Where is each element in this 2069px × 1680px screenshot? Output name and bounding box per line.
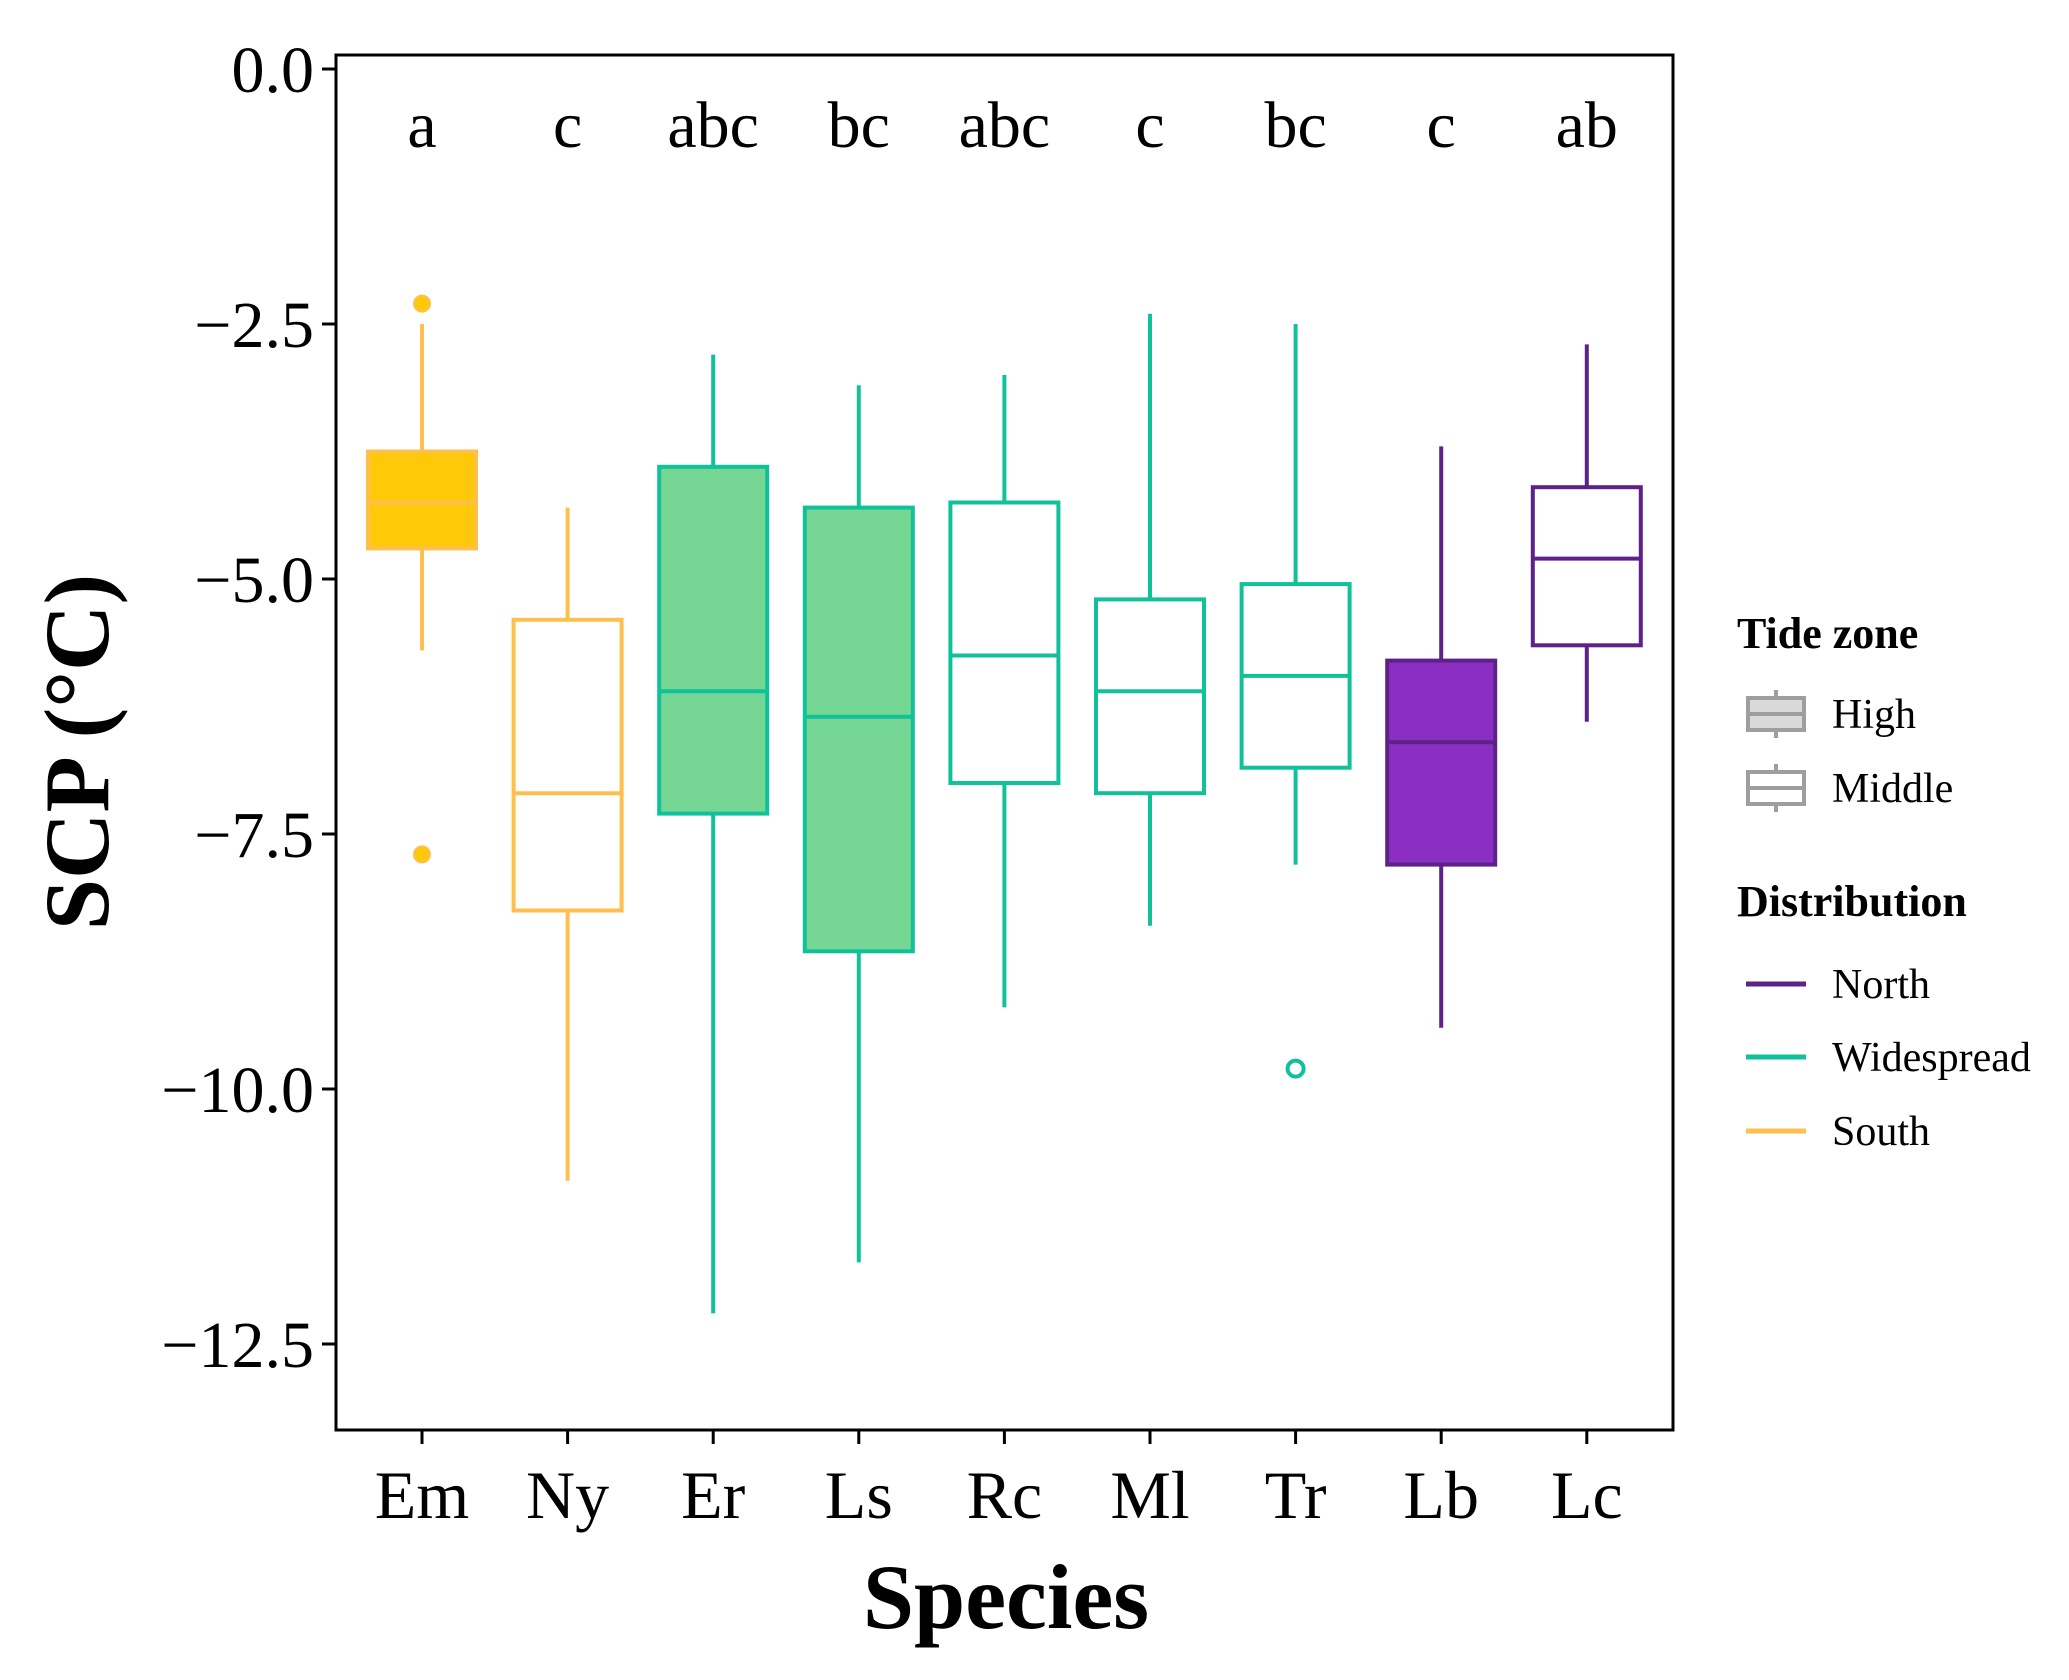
iqr-box — [511, 617, 624, 913]
significance-letter-Em: a — [407, 89, 436, 162]
axes: 0.0 −2.5 −5.0 −7.5 −10.0 −12.5 Em Ny Er Ls Rc Ml Tr L… — [161, 34, 1675, 1533]
box-Ls — [802, 385, 915, 1263]
y-tick-label: −7.5 — [194, 799, 314, 872]
box-Lc — [1530, 344, 1643, 722]
legend-title-distribution: Distribution — [1737, 877, 1967, 926]
legend-label-high: High — [1832, 692, 1916, 738]
box-Rc — [948, 375, 1061, 1008]
x-tick-label: Tr — [1265, 1457, 1327, 1533]
significance-letter-Ml: c — [1135, 89, 1164, 162]
legend-key-high — [1746, 690, 1806, 738]
box-Tr — [1239, 324, 1352, 1079]
box-Er — [657, 354, 770, 1314]
significance-letter-Er: abc — [667, 89, 759, 162]
box-Ny — [511, 507, 624, 1181]
iqr-box — [802, 505, 915, 954]
iqr-box — [1385, 658, 1498, 867]
significance-letter-Tr: bc — [1264, 89, 1326, 162]
x-tick-label: Ml — [1110, 1457, 1189, 1533]
y-axis-title: SCP (°C) — [26, 574, 128, 930]
outlier-point — [413, 845, 431, 864]
x-tick-label: Rc — [967, 1457, 1043, 1533]
box-Em — [366, 294, 478, 864]
y-tick-label: −12.5 — [161, 1309, 314, 1382]
x-tick-label: Ls — [825, 1457, 893, 1533]
significance-letter-Lb: c — [1427, 89, 1456, 162]
x-tick-label: Lc — [1551, 1457, 1623, 1533]
significance-letter-Ls: bc — [828, 89, 890, 162]
legend: Tide zone High Middle Distribution North… — [1737, 609, 2031, 1155]
y-tick-label: −5.0 — [194, 544, 314, 617]
legend-label-middle: Middle — [1832, 766, 1953, 812]
x-tick-label: Ny — [526, 1457, 609, 1533]
legend-label-south: South — [1832, 1109, 1930, 1155]
x-tick-label: Er — [681, 1457, 746, 1533]
x-tick-label: Em — [375, 1457, 469, 1533]
significance-letter-Lc: ab — [1556, 89, 1618, 162]
legend-key-middle — [1746, 764, 1806, 812]
iqr-box — [657, 464, 770, 816]
iqr-box — [1094, 597, 1206, 796]
legend-label-north: North — [1832, 962, 1930, 1008]
legend-label-widespread: Widespread — [1832, 1035, 2031, 1081]
box-Ml — [1094, 313, 1206, 926]
iqr-box — [1530, 485, 1643, 648]
iqr-box — [948, 500, 1061, 785]
legend-title-tide-zone: Tide zone — [1737, 609, 1918, 658]
outlier-point — [1285, 1058, 1306, 1079]
y-tick-label: 0.0 — [232, 34, 315, 107]
box-Lb — [1385, 446, 1498, 1028]
significance-letter-Ny: c — [553, 89, 582, 162]
y-tick-label: −2.5 — [194, 289, 314, 362]
outlier-point — [413, 294, 431, 313]
y-tick-label: −10.0 — [161, 1054, 314, 1127]
x-tick-label: Lb — [1403, 1457, 1479, 1533]
plot-area: a c abc bc abc c bc c ab — [366, 89, 1643, 1314]
x-axis-title: Species — [863, 1546, 1149, 1648]
iqr-box — [366, 449, 478, 551]
significance-letter-Rc: abc — [959, 89, 1051, 162]
